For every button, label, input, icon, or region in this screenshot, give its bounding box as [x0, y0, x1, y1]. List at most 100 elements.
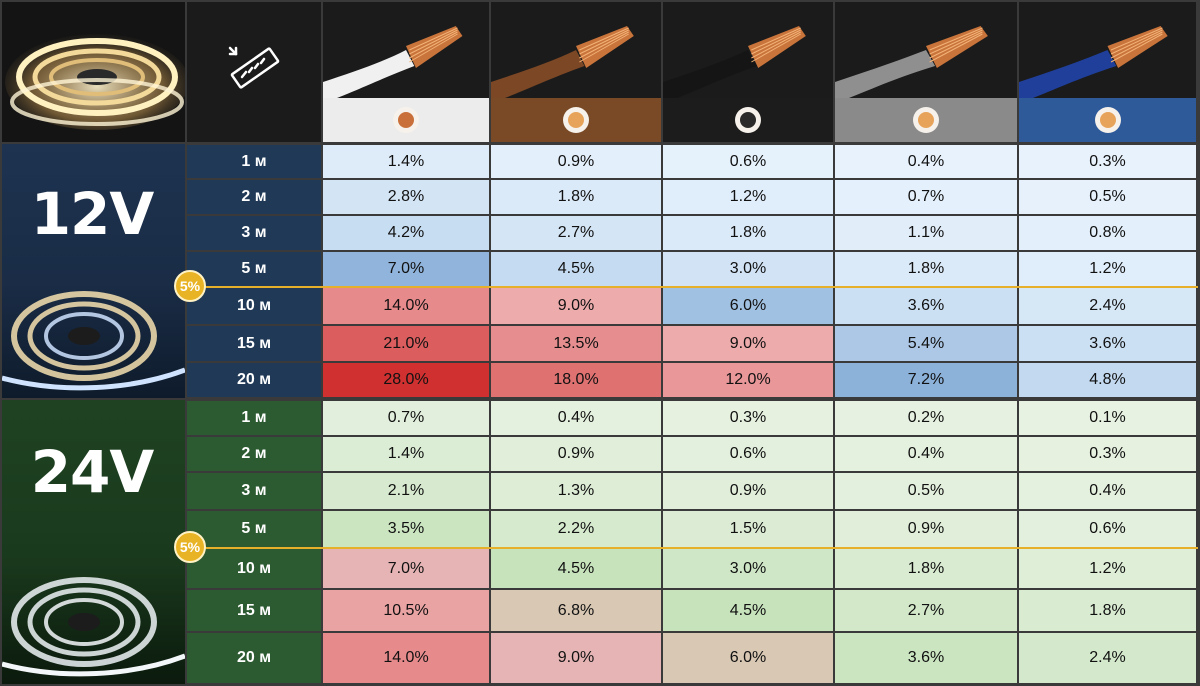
- table-cell: 14.0%: [323, 288, 489, 324]
- cable-cross-section-icon: [393, 107, 419, 133]
- table-cell: 12.0%: [663, 363, 833, 397]
- length-header: [187, 2, 321, 142]
- table-cell: 2.4%: [1019, 633, 1196, 683]
- table-cell: 0.6%: [663, 437, 833, 471]
- length-cell: 2 м: [187, 180, 321, 214]
- table-cell: 5.4%: [835, 326, 1017, 361]
- table-cell: 21.0%: [323, 326, 489, 361]
- length-cell: 10 м: [187, 288, 321, 324]
- table-cell: 1.8%: [835, 549, 1017, 588]
- table-cell: 3.6%: [835, 288, 1017, 324]
- table-cell: 1.1%: [835, 216, 1017, 250]
- cable-band: [835, 98, 1017, 142]
- table-cell: 2.1%: [323, 473, 489, 509]
- table-cell: 1.4%: [323, 437, 489, 471]
- conductor-strands-icon: [568, 112, 584, 128]
- table-cell: 3.5%: [323, 511, 489, 547]
- table-cell: 7.0%: [323, 252, 489, 286]
- table-cell: 10.5%: [323, 590, 489, 631]
- cable-band: [491, 98, 661, 142]
- cable-photo: [323, 2, 489, 98]
- length-cell: 5 м: [187, 511, 321, 547]
- voltage-block-12v: 12V: [2, 144, 185, 398]
- table-cell: 0.9%: [835, 511, 1017, 547]
- table-cell: 0.8%: [1019, 216, 1196, 250]
- table-cell: 0.4%: [491, 401, 661, 435]
- table-cell: 0.5%: [1019, 180, 1196, 214]
- table-cell: 1.2%: [1019, 549, 1196, 588]
- table-cell: 18.0%: [491, 363, 661, 397]
- length-cell: 2 м: [187, 437, 321, 471]
- table-cell: 0.9%: [491, 145, 661, 178]
- table-cell: 1.2%: [1019, 252, 1196, 286]
- table-cell: 2.2%: [491, 511, 661, 547]
- table-cell: 1.4%: [323, 145, 489, 178]
- cable-band: [1019, 98, 1196, 142]
- cable-icon: [1019, 26, 1168, 98]
- conductor-strands-icon: [918, 112, 934, 128]
- table-cell: 0.7%: [835, 180, 1017, 214]
- ruler-icon: [224, 40, 284, 105]
- cable-photo: [1019, 2, 1196, 98]
- cable-icon: [663, 26, 806, 98]
- table-cell: 2.8%: [323, 180, 489, 214]
- table-cell: 3.6%: [835, 633, 1017, 683]
- conductor-strands-icon: [398, 112, 414, 128]
- table-cell: 3.0%: [663, 252, 833, 286]
- table-cell: 2.7%: [491, 216, 661, 250]
- table-cell: 1.8%: [663, 216, 833, 250]
- table-cell: 0.5%: [835, 473, 1017, 509]
- table-cell: 0.3%: [663, 401, 833, 435]
- length-cell: 1 м: [187, 145, 321, 178]
- cable-icon: [835, 26, 988, 98]
- cable-photo: [835, 2, 1017, 98]
- cable-photo: [491, 2, 661, 98]
- length-cell: 3 м: [187, 216, 321, 250]
- led-reel-photo: [2, 2, 185, 142]
- table-cell: 14.0%: [323, 633, 489, 683]
- cable-cross-section-icon: [913, 107, 939, 133]
- table-cell: 7.2%: [835, 363, 1017, 397]
- length-cell: 15 м: [187, 590, 321, 631]
- table-cell: 0.2%: [835, 401, 1017, 435]
- table-cell: 3.6%: [1019, 326, 1196, 361]
- table-cell: 4.8%: [1019, 363, 1196, 397]
- table-cell: 6.0%: [663, 288, 833, 324]
- table-cell: 28.0%: [323, 363, 489, 397]
- table-cell: 2.7%: [835, 590, 1017, 631]
- table-cell: 1.8%: [491, 180, 661, 214]
- cable-cross-section-icon: [735, 107, 761, 133]
- cable-band: [663, 98, 833, 142]
- limit-marker: 5%: [174, 531, 206, 563]
- cable-cross-section-icon: [1094, 107, 1121, 133]
- voltage-label: 12V: [30, 180, 155, 248]
- table-cell: 9.0%: [491, 288, 661, 324]
- limit-line: [196, 547, 1198, 549]
- table-cell: 6.8%: [491, 590, 661, 631]
- cable-band: [323, 98, 489, 142]
- table-cell: 9.0%: [491, 633, 661, 683]
- led-strip-photo: [2, 291, 185, 391]
- table-cell: 4.5%: [663, 590, 833, 631]
- table-cell: 6.0%: [663, 633, 833, 683]
- table-cell: 9.0%: [663, 326, 833, 361]
- table-cell: 3.0%: [663, 549, 833, 588]
- length-cell: 10 м: [187, 549, 321, 588]
- table-cell: 0.7%: [323, 401, 489, 435]
- table-cell: 4.5%: [491, 549, 661, 588]
- table-cell: 0.4%: [1019, 473, 1196, 509]
- table-cell: 0.9%: [663, 473, 833, 509]
- table-cell: 7.0%: [323, 549, 489, 588]
- table-cell: 1.2%: [663, 180, 833, 214]
- conductor-strands-icon: [740, 112, 756, 128]
- table-cell: 1.5%: [663, 511, 833, 547]
- length-cell: 5 м: [187, 252, 321, 286]
- table-cell: 0.4%: [835, 145, 1017, 178]
- table-cell: 0.1%: [1019, 401, 1196, 435]
- table-cell: 1.3%: [491, 473, 661, 509]
- table-cell: 1.8%: [1019, 590, 1196, 631]
- limit-marker: 5%: [174, 270, 206, 302]
- conductor-strands-icon: [1099, 112, 1116, 128]
- length-cell: 15 м: [187, 326, 321, 361]
- table-cell: 0.6%: [1019, 511, 1196, 547]
